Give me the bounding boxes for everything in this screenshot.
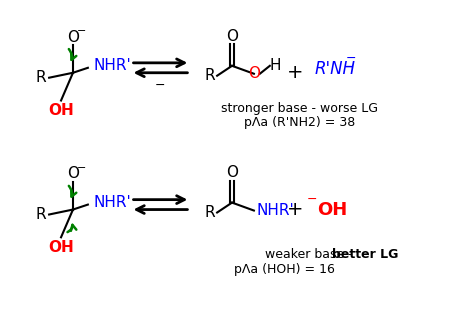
Text: OH: OH xyxy=(318,201,348,218)
Text: R: R xyxy=(205,68,216,83)
Text: −: − xyxy=(77,26,87,36)
Text: weaker base -: weaker base - xyxy=(265,248,356,261)
Text: O: O xyxy=(226,165,238,180)
Text: −: − xyxy=(155,79,166,92)
Text: O: O xyxy=(67,166,79,181)
Text: stronger base - worse LG: stronger base - worse LG xyxy=(221,102,378,115)
Text: O: O xyxy=(226,29,238,43)
Text: R: R xyxy=(36,70,46,85)
Text: −: − xyxy=(77,163,87,173)
Text: R'NH: R'NH xyxy=(315,60,356,78)
Text: NHR': NHR' xyxy=(94,195,132,210)
Text: R: R xyxy=(205,205,216,220)
Text: −: − xyxy=(346,52,356,65)
Text: +: + xyxy=(286,63,303,82)
Text: NHR': NHR' xyxy=(94,58,132,73)
Text: NHR': NHR' xyxy=(257,203,295,218)
Text: better LG: better LG xyxy=(332,248,399,261)
Text: O: O xyxy=(248,66,260,81)
Text: pΛa (R'NH2) = 38: pΛa (R'NH2) = 38 xyxy=(244,116,355,129)
Text: OH: OH xyxy=(48,103,74,118)
Text: O: O xyxy=(67,29,79,45)
Text: pΛa (HOH) = 16: pΛa (HOH) = 16 xyxy=(234,262,335,275)
Text: R: R xyxy=(36,207,46,222)
Text: OH: OH xyxy=(48,240,74,255)
Text: H: H xyxy=(269,58,281,73)
Text: −: − xyxy=(306,193,317,206)
Text: +: + xyxy=(286,200,303,219)
